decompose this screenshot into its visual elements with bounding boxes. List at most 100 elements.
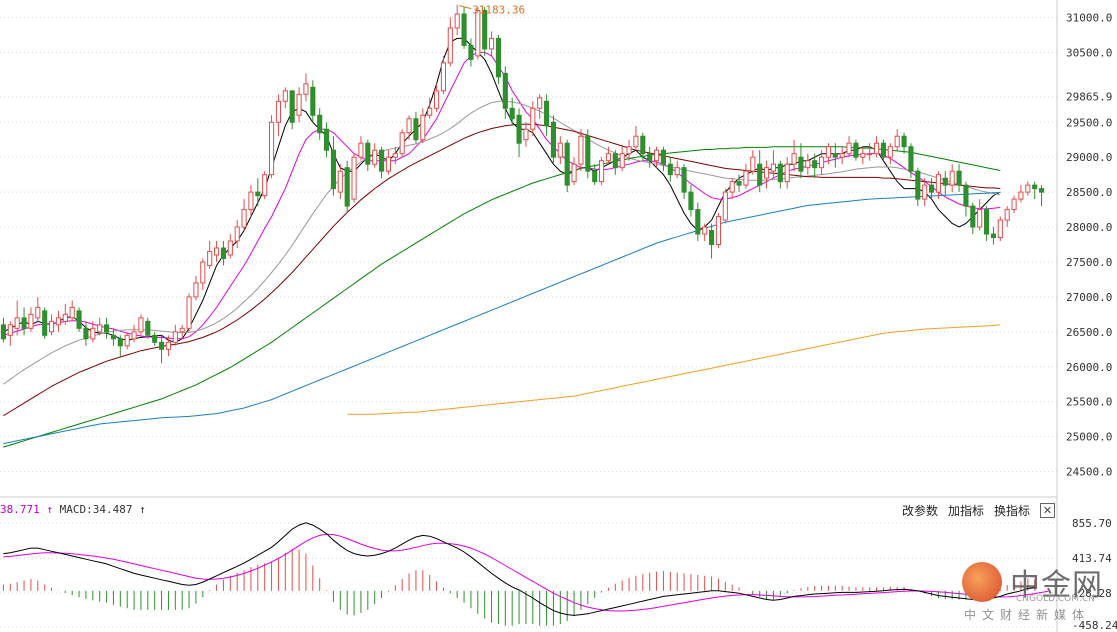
candle [406,118,412,134]
candle [825,146,831,158]
candle [997,219,1003,239]
macd-histogram [2,548,1036,626]
candle [929,184,935,193]
candle [275,100,281,123]
candle [777,163,783,183]
y-tick-label: 26500.0 [1066,326,1112,339]
macd-y-axis: 855.70 413.74 -28.28 -458.24 [1072,517,1117,632]
y-tick-label: 26000.0 [1066,361,1112,374]
logo-subtitle: 中文财经新媒体 [964,608,1091,622]
y-tick-label: -458.24 [1072,619,1117,632]
candle [502,72,508,109]
candle [152,334,158,343]
candle [83,327,89,340]
candle [317,114,323,134]
candle [887,146,893,158]
y-tick-label: 855.70 [1072,517,1112,530]
switch-indicator-button[interactable]: 换指标 [993,504,1030,518]
candle [255,191,261,197]
candle [159,341,165,350]
candle [578,135,584,165]
candle [729,181,735,193]
candle [791,153,797,165]
ma-line-ma120 [3,192,1001,445]
candle [104,324,110,333]
candle [344,167,350,207]
macd-readout: 38.771 ↑ MACD:34.487 ↑ [0,503,146,516]
candle [805,160,811,169]
candle [757,163,763,186]
logo-mark [962,562,1002,602]
candle [784,163,790,183]
y-tick-label: 28500.0 [1066,186,1112,199]
candle [557,142,563,158]
candle [489,37,495,50]
add-indicator-button[interactable]: 加指标 [947,504,984,518]
candle [434,90,440,109]
candle [90,327,96,340]
candle [736,181,742,186]
candle [303,83,309,95]
y-tick-label: 25500.0 [1066,396,1112,409]
candle [922,184,928,200]
ma-line-ma250 [347,324,1001,415]
candle [984,209,990,235]
macd-label: MACD:34.487 [59,503,133,516]
candle [990,233,996,239]
candles [0,4,1045,364]
candle [537,97,543,109]
candle [908,146,914,172]
candle [1018,191,1024,200]
candle [612,153,618,169]
candle [599,160,605,183]
y-tick-label: 28000.0 [1066,221,1112,234]
candle [832,153,838,158]
candle [35,306,41,319]
candle [420,114,426,141]
candle [798,156,804,172]
candle [55,317,61,326]
candle [392,153,398,158]
candle [942,177,948,186]
candle [530,107,536,130]
candle [702,226,708,235]
candle [963,184,969,207]
candle [0,324,6,340]
candle [1004,209,1010,221]
candle [819,156,825,169]
candle [839,153,845,158]
candle [69,306,75,319]
candle [894,135,900,148]
candle [874,142,880,155]
candle [681,167,687,193]
candle [7,324,13,336]
candle [640,135,646,155]
candle [674,167,680,176]
ma-line-ma30 [3,123,1001,417]
candle [1011,198,1017,211]
candle [49,320,55,333]
candle [956,170,962,186]
candle [633,135,639,148]
candle [220,247,226,259]
logo: 中金网 CNGOLD.COM.CN 中文财经新媒体 [958,560,1108,630]
candle [709,230,715,246]
change-params-button[interactable]: 改参数 [901,504,938,518]
candle [592,170,598,183]
candle [770,163,776,172]
price-grid [0,16,1057,473]
y-tick-label: -28.28 [1072,587,1112,600]
macd-dif-value: 38.771 [0,503,40,516]
candle [399,132,405,155]
close-icon[interactable]: ✕ [1040,503,1055,518]
candle [516,114,522,144]
candle [647,153,653,162]
candle [585,135,591,172]
candle [626,146,632,155]
y-tick-label: 30500.0 [1066,46,1112,59]
candle [846,142,852,155]
logo-url: CNGOLD.COM.CN [1016,594,1095,604]
candle [867,153,873,156]
high-annotation: 31183.36 [459,4,525,17]
candle [117,338,123,347]
